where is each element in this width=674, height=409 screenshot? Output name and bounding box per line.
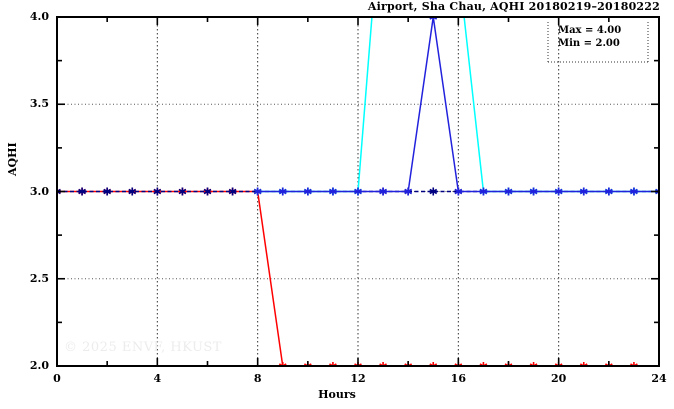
y-tick-label: 3.5 [29, 97, 49, 111]
x-axis-label: Hours [318, 388, 356, 401]
data-point-marker [479, 362, 488, 366]
stats-legend: Max = 4.00 Min = 2.00 [552, 22, 627, 53]
data-point-marker [529, 362, 538, 366]
data-point-marker [454, 187, 463, 196]
data-point-marker [404, 187, 413, 196]
x-tick-label: 24 [651, 372, 667, 385]
data-point-marker [504, 187, 513, 196]
series-line-20180219 [57, 190, 634, 366]
data-point-marker [604, 187, 613, 196]
data-point-marker [303, 187, 312, 196]
data-point-marker [579, 187, 588, 196]
x-tick-label: 8 [253, 372, 262, 385]
data-point-marker [379, 362, 387, 366]
data-point-marker [278, 362, 287, 366]
y-tick-label: 3.0 [29, 184, 49, 198]
axis-ticks [56, 16, 660, 367]
data-point-marker [529, 187, 538, 196]
data-point-marker [630, 187, 638, 196]
y-axis-label: AQHI [6, 142, 19, 176]
x-tick-label: 0 [53, 372, 61, 385]
y-tick-label: 4.0 [29, 10, 49, 23]
legend-frame-path [547, 22, 649, 63]
data-point-marker [128, 187, 137, 196]
data-point-marker [429, 362, 438, 366]
x-tick-label: 4 [153, 372, 162, 385]
legend-max-label: Max = 4.00 [558, 25, 622, 36]
data-point-marker [329, 362, 337, 366]
legend-border [547, 22, 649, 63]
data-point-marker [429, 17, 438, 21]
data-point-marker [630, 362, 638, 366]
x-tick-label: 16 [450, 372, 466, 385]
data-point-marker [429, 187, 438, 196]
data-point-marker [379, 187, 387, 196]
data-point-marker [153, 187, 162, 196]
data-point-marker [203, 187, 212, 196]
data-point-marker [655, 187, 659, 196]
data-series-layer [57, 17, 659, 366]
y-tick-label: 2.5 [29, 271, 49, 285]
data-point-marker [354, 187, 362, 196]
data-point-marker [579, 362, 588, 366]
y-tick-label: 2.0 [29, 359, 49, 372]
legend-min-label: Min = 2.00 [558, 38, 620, 49]
data-point-marker [57, 187, 61, 196]
chart-title: Airport, Sha Chau, AQHI 20180219–2018022… [367, 0, 660, 13]
series-20180222 [253, 17, 659, 196]
data-point-marker [228, 187, 237, 196]
data-point-marker [329, 187, 337, 196]
data-point-marker [554, 187, 563, 196]
data-point-marker [479, 187, 488, 196]
data-point-marker [278, 187, 287, 196]
data-point-marker [253, 187, 262, 196]
data-point-marker [178, 187, 187, 196]
x-tick-label: 20 [551, 372, 567, 385]
data-point-marker [103, 187, 112, 196]
x-tick-label: 12 [350, 372, 366, 385]
data-point-marker [78, 187, 86, 196]
